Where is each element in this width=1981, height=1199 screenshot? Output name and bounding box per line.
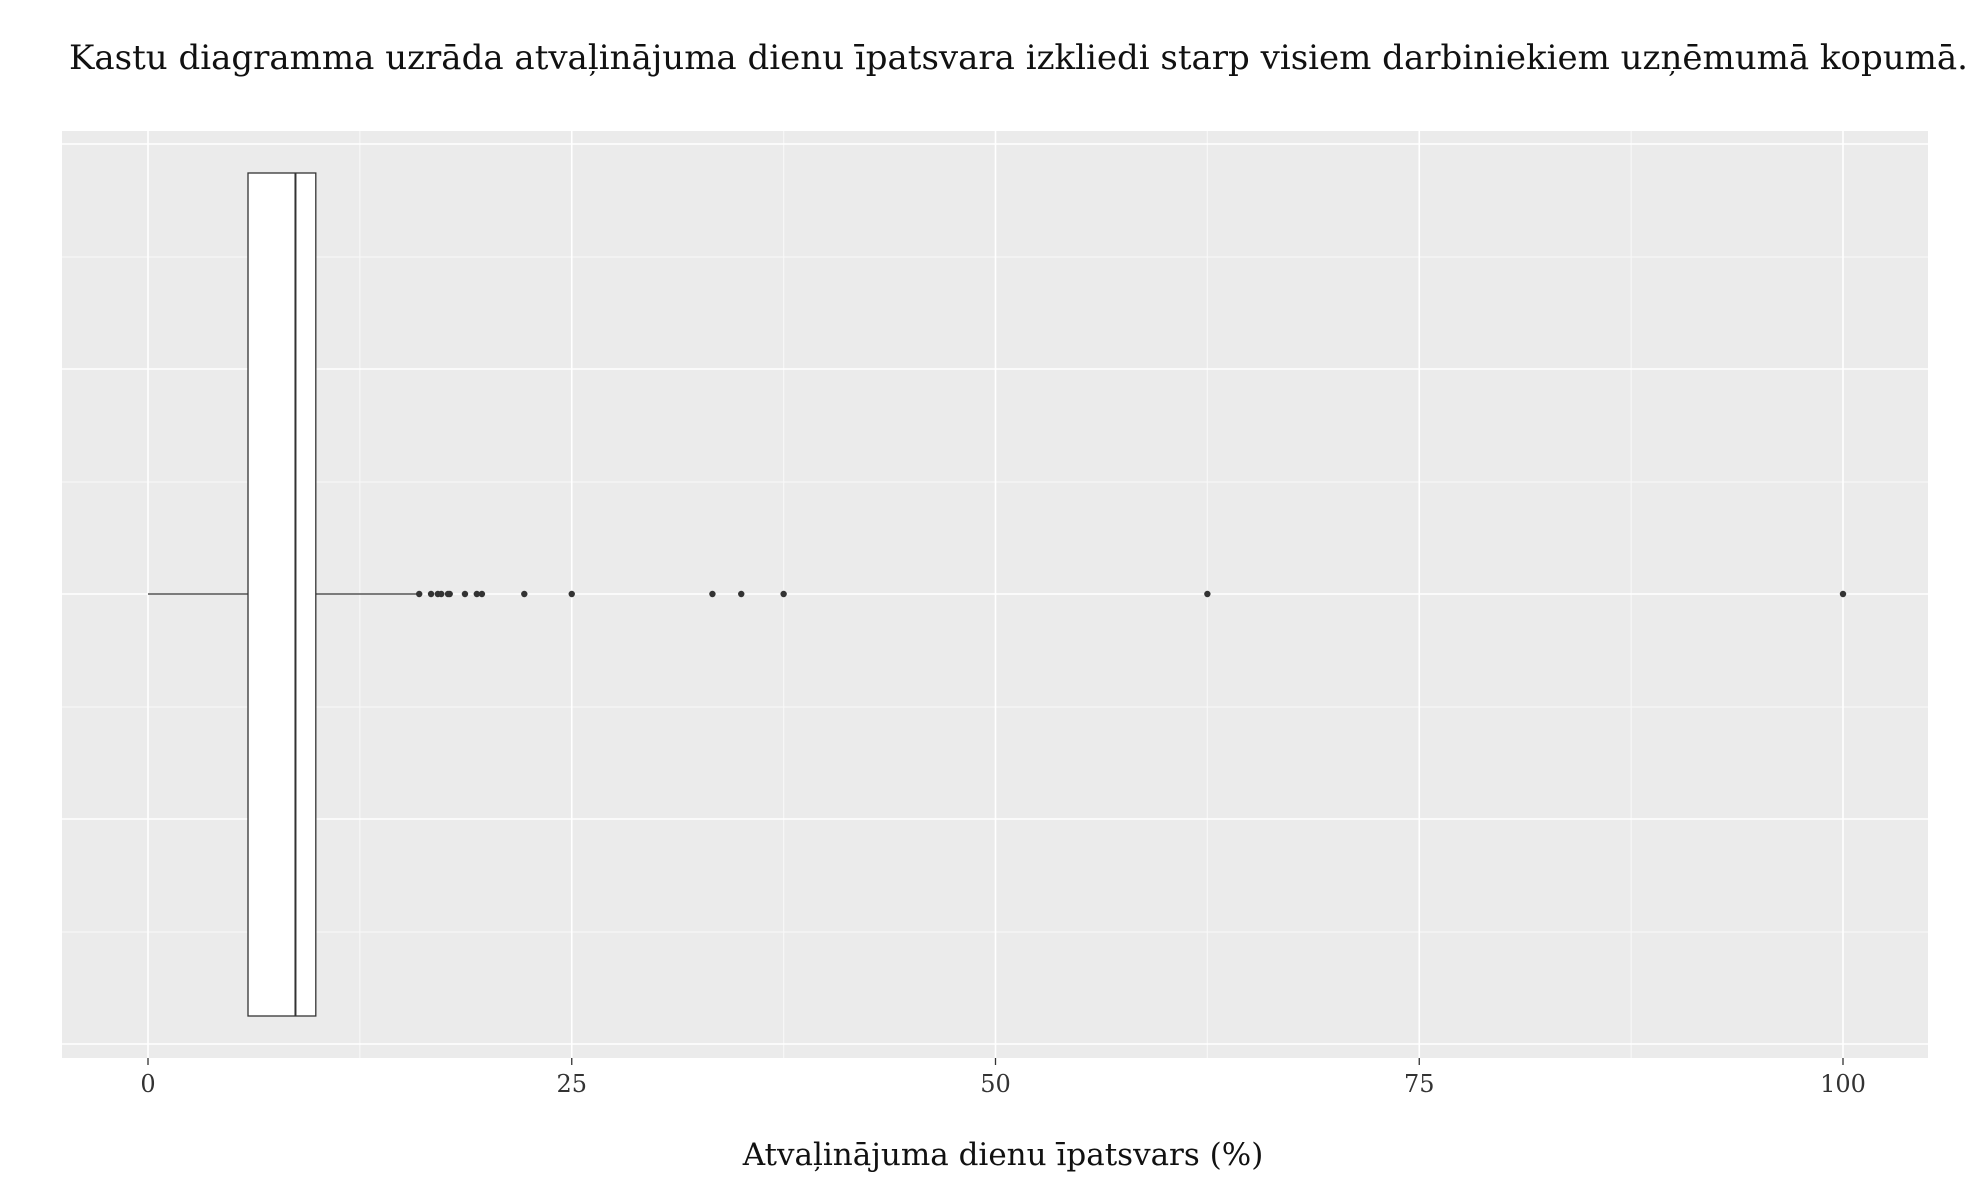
outlier-point (780, 590, 787, 598)
x-tick-label: 25 (556, 1070, 587, 1098)
box-group (148, 172, 418, 1017)
outlier-point (416, 590, 423, 598)
outlier-point (1204, 590, 1211, 598)
outlier-point (568, 590, 575, 598)
x-axis-ticks: 0 25 50 75 100 (140, 1058, 1866, 1098)
grid-lines (62, 131, 1928, 1058)
outlier-point (446, 590, 453, 598)
outlier-point (427, 590, 435, 598)
outlier-point (1839, 590, 1847, 598)
outlier-point (709, 590, 716, 598)
outlier-point (438, 590, 445, 598)
outlier-points (416, 590, 1847, 598)
outlier-point (738, 590, 745, 598)
outlier-point (521, 590, 528, 598)
x-axis-title: Atvaļinājuma dienu īpatsvars (%) (742, 1137, 1264, 1173)
outlier-point (478, 590, 486, 598)
interquartile-box (247, 172, 317, 1017)
outlier-point (473, 590, 481, 598)
x-tick-label: 0 (140, 1070, 155, 1098)
x-tick-label: 50 (980, 1070, 1011, 1098)
x-tick-label: 100 (1820, 1070, 1866, 1098)
page-title: Kastu diagramma uzrāda atvaļinājuma dien… (69, 38, 1968, 78)
outlier-point (461, 590, 469, 598)
x-tick-label: 75 (1404, 1070, 1435, 1098)
